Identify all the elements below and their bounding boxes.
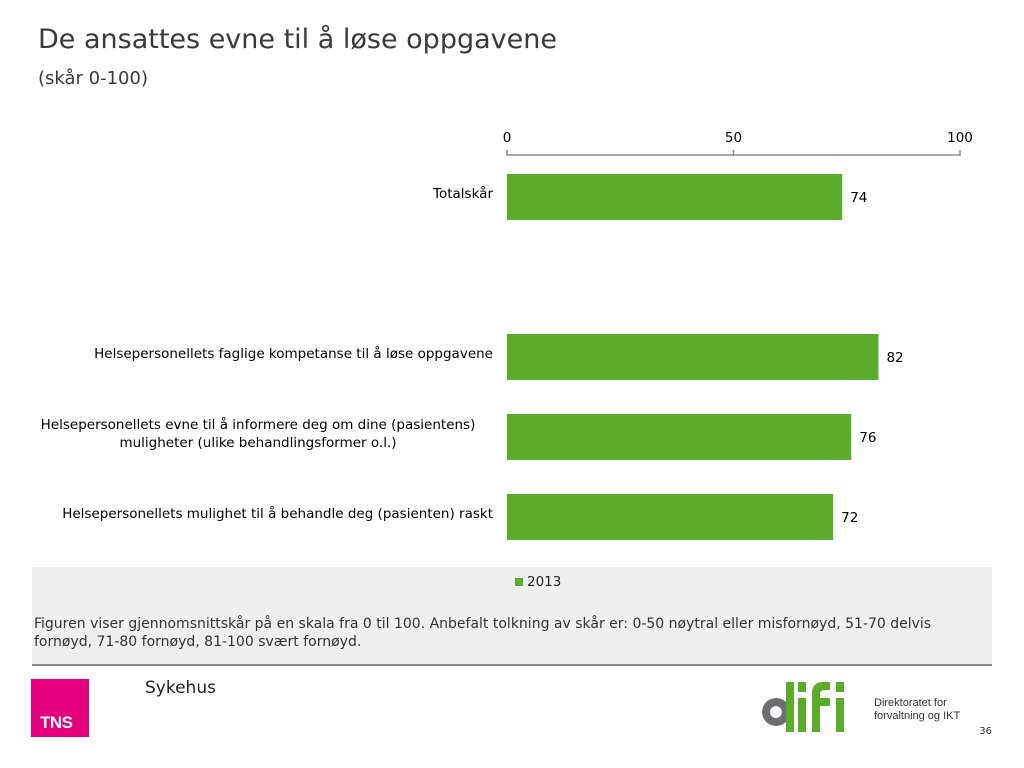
page-number: 36 [979,726,992,737]
footer-divider [32,664,992,666]
data-label: 82 [886,350,903,366]
difi-logo [762,682,844,732]
x-tick-label: 50 [725,130,742,146]
bar [507,334,879,380]
category-label: Helsepersonellets mulighet til å behandl… [62,505,493,522]
interpretation-note: Figuren viser gjennomsnittskår på en ska… [34,616,932,650]
category-label: Totalskår [432,185,493,202]
data-label: 76 [859,430,876,446]
bar [507,174,843,220]
chart-subtitle: (skår 0-100) [38,68,148,89]
bar [507,494,834,540]
section-label: Sykehus [145,678,216,698]
tns-logo: TNS [31,679,89,737]
legend-swatch [515,578,523,586]
legend-note-panel [32,567,992,664]
x-tick-label: 0 [503,130,512,146]
bar [507,414,852,460]
data-label: 74 [850,190,867,206]
difi-tagline-line2: forvaltning og IKT [874,710,961,722]
data-label: 72 [841,510,858,526]
bar-chart: 0 50 100 74 Totalskår 82 Helsepersonellets fag… [41,130,973,540]
difi-tagline-line1: Direktoratet for [874,697,947,709]
category-label: muligheter (ulike behandlingsformer o.l.… [119,435,396,451]
x-tick-label: 100 [947,130,973,146]
category-label: Helsepersonellets evne til å informere d… [41,416,476,433]
category-label: Helsepersonellets faglige kompetanse til… [94,345,493,362]
legend: 2013 [515,574,561,590]
tns-logo-text: TNS [40,713,73,732]
legend-label-2013: 2013 [527,574,562,590]
chart-title: De ansattes evne til å løse oppgavene [38,24,557,55]
